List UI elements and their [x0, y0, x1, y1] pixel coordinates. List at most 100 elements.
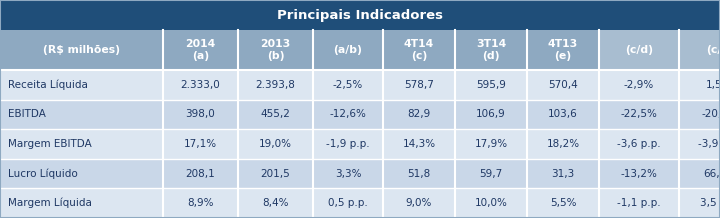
- Bar: [455, 100, 527, 129]
- Text: -12,6%: -12,6%: [330, 109, 366, 119]
- Bar: [679, 100, 720, 129]
- Text: EBITDA: EBITDA: [8, 109, 46, 119]
- Text: (R$ milhões): (R$ milhões): [43, 45, 120, 55]
- Bar: [238, 129, 313, 159]
- Text: -1,9 p.p.: -1,9 p.p.: [326, 139, 370, 149]
- Text: 3,3%: 3,3%: [335, 169, 361, 179]
- Text: 455,2: 455,2: [261, 109, 290, 119]
- Text: (c/e): (c/e): [706, 45, 720, 55]
- Bar: [527, 159, 599, 188]
- Text: 3,5 p.p.: 3,5 p.p.: [700, 198, 720, 208]
- Text: 4T13
(e): 4T13 (e): [548, 39, 578, 61]
- Text: 106,9: 106,9: [476, 109, 506, 119]
- Text: -3,9 p.p.: -3,9 p.p.: [698, 139, 720, 149]
- Bar: [455, 188, 527, 218]
- Bar: [455, 129, 527, 159]
- Text: 208,1: 208,1: [186, 169, 215, 179]
- Text: 4T14
(c): 4T14 (c): [404, 39, 434, 61]
- Text: 17,1%: 17,1%: [184, 139, 217, 149]
- Bar: [313, 70, 383, 100]
- Bar: [527, 100, 599, 129]
- Text: -2,9%: -2,9%: [624, 80, 654, 90]
- Text: 3T14
(d): 3T14 (d): [476, 39, 506, 61]
- Bar: [238, 70, 313, 100]
- Text: -20,0%: -20,0%: [701, 109, 720, 119]
- Bar: [163, 70, 238, 100]
- Text: 5,5%: 5,5%: [550, 198, 576, 208]
- Bar: [383, 30, 455, 70]
- Text: 2.393,8: 2.393,8: [256, 80, 295, 90]
- Bar: [163, 100, 238, 129]
- Bar: [527, 188, 599, 218]
- Bar: [383, 129, 455, 159]
- Text: 398,0: 398,0: [186, 109, 215, 119]
- Bar: [383, 159, 455, 188]
- Text: Lucro Líquido: Lucro Líquido: [8, 168, 78, 179]
- Text: Margem Líquida: Margem Líquida: [8, 198, 92, 208]
- Bar: [679, 129, 720, 159]
- Text: Principais Indicadores: Principais Indicadores: [277, 9, 443, 22]
- Bar: [0, 100, 163, 129]
- Text: -2,5%: -2,5%: [333, 80, 363, 90]
- Bar: [527, 129, 599, 159]
- Text: -3,6 p.p.: -3,6 p.p.: [617, 139, 661, 149]
- Bar: [238, 100, 313, 129]
- Bar: [313, 188, 383, 218]
- Bar: [313, 159, 383, 188]
- Bar: [0, 129, 163, 159]
- Text: 1,5%: 1,5%: [706, 80, 720, 90]
- Bar: [163, 159, 238, 188]
- Text: 14,3%: 14,3%: [402, 139, 436, 149]
- Text: 31,3: 31,3: [552, 169, 575, 179]
- Bar: [599, 30, 679, 70]
- Bar: [0, 30, 163, 70]
- Bar: [679, 188, 720, 218]
- Text: (c/d): (c/d): [625, 45, 653, 55]
- Text: -1,1 p.p.: -1,1 p.p.: [617, 198, 661, 208]
- Text: 570,4: 570,4: [548, 80, 578, 90]
- Text: 18,2%: 18,2%: [546, 139, 580, 149]
- Bar: [455, 30, 527, 70]
- Text: -22,5%: -22,5%: [621, 109, 657, 119]
- Bar: [238, 188, 313, 218]
- Text: 10,0%: 10,0%: [474, 198, 508, 208]
- Bar: [527, 30, 599, 70]
- Text: Receita Líquida: Receita Líquida: [8, 80, 88, 90]
- Text: 2.333,0: 2.333,0: [181, 80, 220, 90]
- Text: 59,7: 59,7: [480, 169, 503, 179]
- Bar: [527, 70, 599, 100]
- Bar: [0, 70, 163, 100]
- Bar: [383, 100, 455, 129]
- Bar: [679, 30, 720, 70]
- Bar: [238, 159, 313, 188]
- Bar: [313, 30, 383, 70]
- Bar: [599, 100, 679, 129]
- Bar: [163, 188, 238, 218]
- Bar: [599, 129, 679, 159]
- Text: 82,9: 82,9: [408, 109, 431, 119]
- Text: 0,5 p.p.: 0,5 p.p.: [328, 198, 368, 208]
- Text: 201,5: 201,5: [261, 169, 290, 179]
- Text: 51,8: 51,8: [408, 169, 431, 179]
- Text: 8,9%: 8,9%: [187, 198, 214, 208]
- Text: 2014
(a): 2014 (a): [185, 39, 215, 61]
- Bar: [163, 30, 238, 70]
- Text: 595,9: 595,9: [476, 80, 506, 90]
- Text: 66,0%: 66,0%: [703, 169, 720, 179]
- Bar: [163, 129, 238, 159]
- Bar: [313, 129, 383, 159]
- Text: Margem EBITDA: Margem EBITDA: [8, 139, 91, 149]
- Text: 19,0%: 19,0%: [259, 139, 292, 149]
- Bar: [0, 0, 720, 30]
- Bar: [313, 100, 383, 129]
- Bar: [599, 70, 679, 100]
- Text: 578,7: 578,7: [404, 80, 434, 90]
- Bar: [383, 188, 455, 218]
- Bar: [383, 70, 455, 100]
- Bar: [599, 159, 679, 188]
- Bar: [455, 70, 527, 100]
- Text: -13,2%: -13,2%: [621, 169, 657, 179]
- Bar: [238, 30, 313, 70]
- Text: (a/b): (a/b): [333, 45, 362, 55]
- Bar: [679, 70, 720, 100]
